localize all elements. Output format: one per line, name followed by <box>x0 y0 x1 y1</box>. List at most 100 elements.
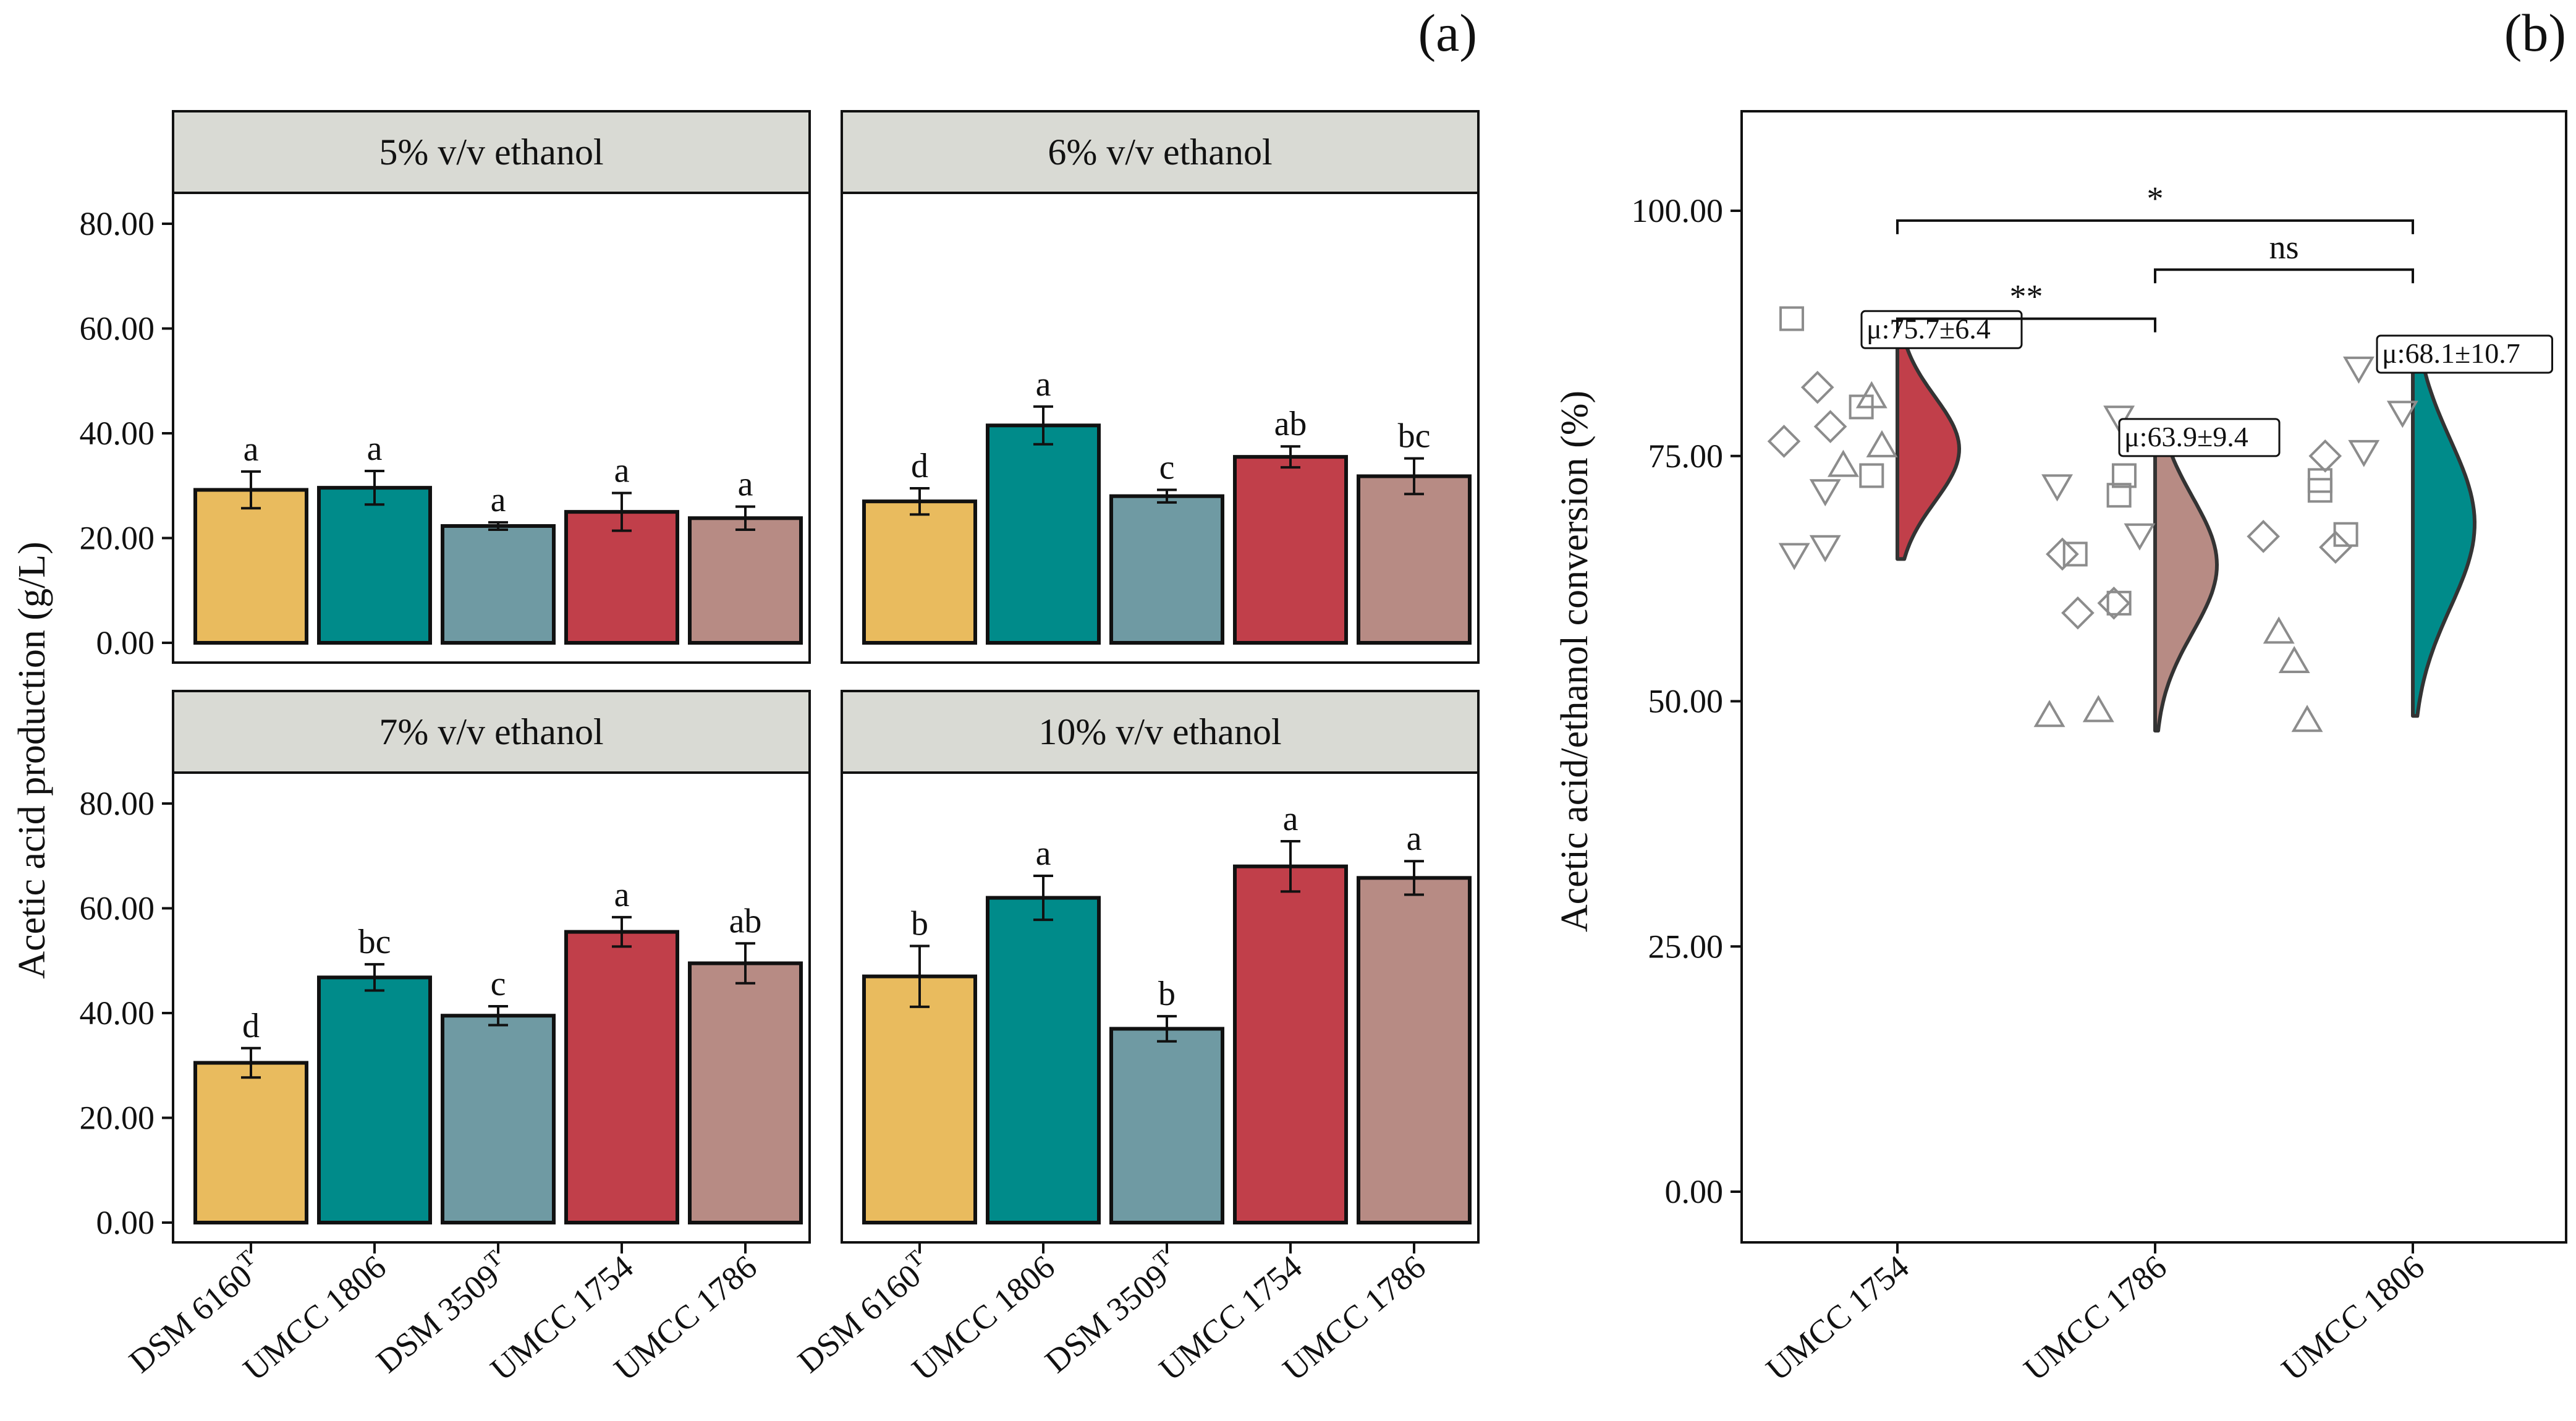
significance-letter: bc <box>358 923 391 961</box>
bar <box>986 423 1101 645</box>
mean-label-box <box>2118 418 2281 457</box>
significance-label: ** <box>2010 278 2043 315</box>
significance-letter: a <box>367 430 383 468</box>
bar <box>1233 455 1348 645</box>
x-tick-label: UMCC 1754 <box>1759 1248 1915 1388</box>
panel-a-label: (a) <box>1418 3 1477 62</box>
significance-letter: a <box>1407 820 1422 858</box>
significance-letter: a <box>738 465 753 504</box>
panel-b-label: (b) <box>2504 3 2566 62</box>
error-bar <box>1033 405 1053 446</box>
bar <box>1109 1027 1224 1225</box>
error-bar <box>612 491 632 532</box>
data-point-triangle <box>1866 430 1898 457</box>
error-bar <box>241 470 261 510</box>
error-bar <box>735 505 755 531</box>
bar <box>193 1061 308 1224</box>
y-tick-label: 20.00 <box>80 520 155 557</box>
y-tick-label: 0.00 <box>96 1204 155 1241</box>
data-point-triangle <box>2278 646 2310 674</box>
bracket-line <box>1896 219 2414 234</box>
mean-label-box <box>1860 310 2023 349</box>
facet-title: 7% v/v ethanol <box>379 711 603 752</box>
significance-letter: a <box>1036 365 1051 404</box>
bar <box>688 961 803 1225</box>
data-point-square <box>2307 478 2332 503</box>
mean-label: μ:68.1±10.7 <box>2382 337 2520 369</box>
error-bar <box>1281 840 1300 893</box>
facet-title: 5% v/v ethanol <box>379 132 603 172</box>
significance-letter: a <box>1283 800 1299 838</box>
error-bar <box>1404 860 1424 896</box>
y-tick-label: 40.00 <box>80 415 155 452</box>
facet-strip <box>172 690 811 774</box>
data-point-square <box>2106 483 2132 508</box>
data-point-diamond <box>2247 520 2280 553</box>
bracket-line <box>2154 268 2414 284</box>
y-tick-label: 60.00 <box>80 310 155 347</box>
x-tick-label: UMCC 1786 <box>2017 1248 2173 1388</box>
data-point-inverted-triangle <box>2386 401 2418 428</box>
facet-3: 7% v/v ethanol0.0020.0040.0060.0080.00dD… <box>80 690 811 1388</box>
error-bar <box>1404 457 1424 496</box>
facet-title: 6% v/v ethanol <box>1048 132 1272 172</box>
data-point-diamond <box>1767 425 1801 458</box>
bracket-line <box>1896 317 2156 333</box>
significance-letter: bc <box>1398 417 1431 456</box>
error-bar <box>365 470 384 506</box>
error-bar <box>1281 445 1300 469</box>
data-point-inverted-triangle <box>2041 474 2074 502</box>
error-bar <box>488 521 508 531</box>
significance-letter: a <box>1036 834 1051 873</box>
data-point-square <box>1859 463 1884 488</box>
density-half-violin <box>1896 336 1961 561</box>
significance-letter: a <box>614 452 630 490</box>
significance-letter: ab <box>729 902 762 940</box>
data-point-diamond <box>1800 370 1834 404</box>
data-point-inverted-triangle <box>2348 439 2380 467</box>
bar <box>862 974 977 1225</box>
x-tick-label: UMCC 1806 <box>2274 1248 2431 1388</box>
data-point-triangle <box>1827 449 1859 477</box>
data-point-diamond <box>2308 439 2342 473</box>
bar <box>1357 474 1472 645</box>
data-point-inverted-triangle <box>2124 523 2156 551</box>
significance-letter: a <box>491 481 506 519</box>
bar <box>193 488 308 645</box>
significance-letter: a <box>244 430 259 469</box>
facet-2: 6% v/v ethanol d a c ab bc <box>841 110 1480 664</box>
data-point-square <box>2062 541 2088 567</box>
error-bar <box>488 1004 508 1027</box>
bar <box>317 975 432 1224</box>
data-point-square <box>2111 463 2137 488</box>
error-bar <box>910 486 930 516</box>
significance-letter: d <box>242 1007 260 1045</box>
data-point-triangle <box>2033 700 2065 727</box>
significance-label: ns <box>2269 229 2298 266</box>
data-point-inverted-triangle <box>1778 543 1810 571</box>
significance-label: * <box>2147 180 2164 217</box>
y-tick-label: 100.00 <box>1632 192 1724 229</box>
significance-letter: ab <box>1274 405 1307 443</box>
facet-title: 10% v/v ethanol <box>1038 711 1281 752</box>
x-tick-label: UMCC 1806 <box>905 1248 1061 1388</box>
data-point-triangle <box>2082 695 2114 723</box>
data-point-square <box>1779 306 1805 331</box>
data-point-triangle <box>2263 616 2295 644</box>
facet-strip <box>841 690 1480 774</box>
data-point-inverted-triangle <box>1809 479 1841 507</box>
significance-bracket: * <box>1896 180 2414 234</box>
error-bar <box>1157 1015 1177 1043</box>
error-bar <box>1157 488 1177 504</box>
bar <box>1109 494 1224 645</box>
data-point-diamond <box>1813 410 1847 443</box>
data-point-diamond <box>2061 596 2095 630</box>
y-tick-label: 0.00 <box>1665 1173 1724 1210</box>
bar <box>564 930 679 1224</box>
error-bar <box>910 944 930 1008</box>
significance-bracket: ns <box>2154 229 2414 284</box>
y-tick-label: 75.00 <box>1648 438 1724 475</box>
y-tick-label: 80.00 <box>80 785 155 822</box>
